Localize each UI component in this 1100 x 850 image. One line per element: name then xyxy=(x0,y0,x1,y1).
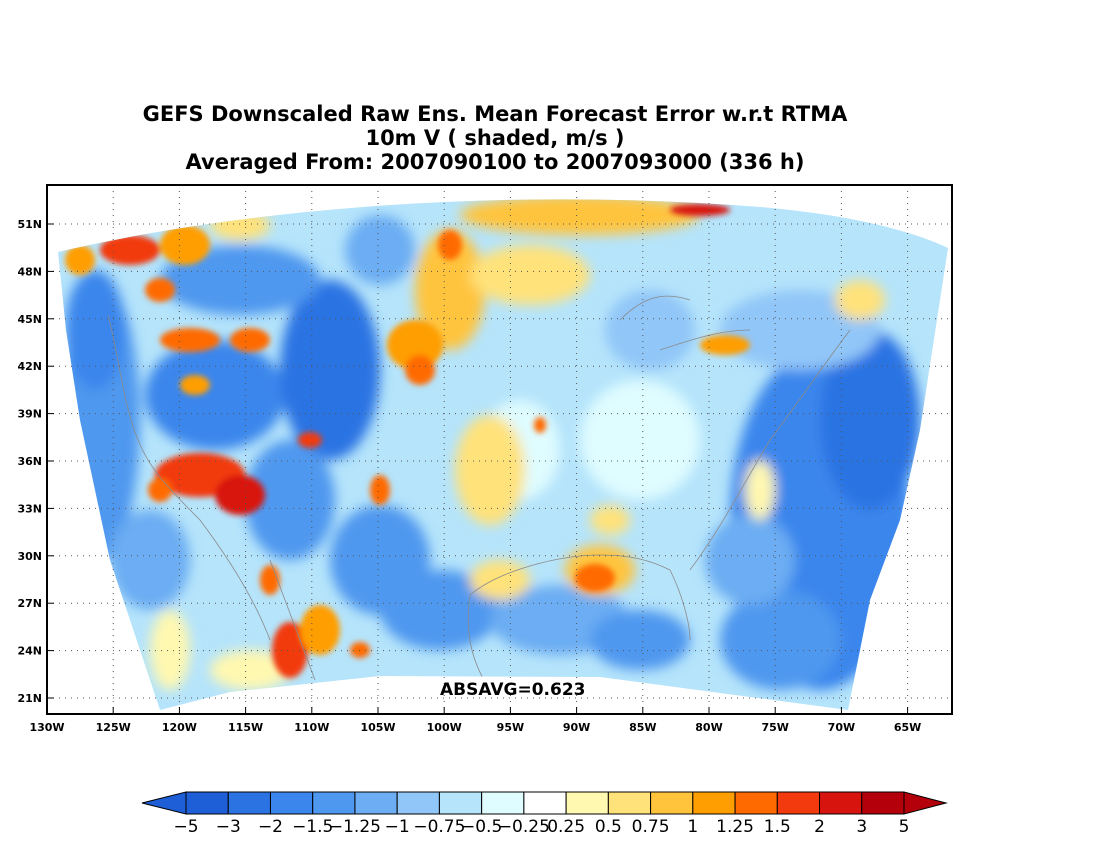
lon-label: 75W xyxy=(761,721,788,734)
colorbar xyxy=(141,791,948,815)
lon-label: 125W xyxy=(96,721,131,734)
lon-label: 95W xyxy=(497,721,524,734)
colorbar-swatch xyxy=(565,791,609,815)
colorbar-extend-low xyxy=(141,791,187,815)
colorbar-swatch xyxy=(523,791,567,815)
lat-label: 30N xyxy=(17,550,42,563)
lon-label: 105W xyxy=(360,721,395,734)
colorbar-swatch xyxy=(481,791,525,815)
lat-label: 45N xyxy=(17,313,42,326)
chart-subtitle-period: Averaged From: 2007090100 to 2007093000 … xyxy=(185,150,805,174)
lon-label: 80W xyxy=(695,721,722,734)
latitude-labels: 51N 48N 45N 42N 39N 36N 33N 30N 27N 24N 21N xyxy=(17,218,42,705)
lon-label: 65W xyxy=(894,721,921,734)
lon-label: 90W xyxy=(563,721,590,734)
colorbar-tick-label: −0.25 xyxy=(498,817,550,837)
lat-label: 36N xyxy=(17,455,42,468)
colorbar-tick-label: 0.75 xyxy=(632,817,670,837)
chart-title-block: GEFS Downscaled Raw Ens. Mean Forecast E… xyxy=(0,102,990,174)
lon-label: 115W xyxy=(228,721,263,734)
colorbar-tick-label: −3 xyxy=(216,817,241,837)
chart-title: GEFS Downscaled Raw Ens. Mean Forecast E… xyxy=(142,102,848,126)
absavg-annotation: ABSAVG=0.623 xyxy=(440,680,586,700)
colorbar-tick-label: 1.5 xyxy=(764,817,791,837)
colorbar-tick-label: −2 xyxy=(258,817,283,837)
colorbar-swatch xyxy=(861,791,905,815)
colorbar-tick-label: 0.5 xyxy=(595,817,622,837)
colorbar-tick-label: 2 xyxy=(814,817,825,837)
colorbar-swatch xyxy=(607,791,652,815)
lat-label: 33N xyxy=(17,502,42,515)
lon-label: 85W xyxy=(629,721,656,734)
lon-label: 100W xyxy=(427,721,462,734)
colorbar-swatch xyxy=(269,791,314,815)
chart-subtitle-variable: 10m V ( shaded, m/s ) xyxy=(365,126,625,150)
shaded-field xyxy=(58,199,948,710)
colorbar-swatch xyxy=(776,791,821,815)
colorbar-tick-label: −1.5 xyxy=(292,817,333,837)
lon-label: 130W xyxy=(29,721,64,734)
colorbar-tick-label: −1 xyxy=(385,817,410,837)
colorbar-swatch xyxy=(227,791,271,815)
longitude-labels: 130W 125W 120W 115W 110W 105W 100W 95W 90W 85W 80W… xyxy=(29,721,921,734)
lon-label: 110W xyxy=(294,721,329,734)
lat-label: 48N xyxy=(17,265,42,278)
colorbar-swatch xyxy=(396,791,440,815)
colorbar-swatch xyxy=(650,791,694,815)
lat-label: 27N xyxy=(17,597,42,610)
colorbar-swatch xyxy=(185,791,229,815)
lat-label: 21N xyxy=(17,692,42,705)
map-frame xyxy=(46,184,953,715)
lat-label: 39N xyxy=(17,408,42,421)
colorbar-swatch xyxy=(819,791,863,815)
lon-label: 70W xyxy=(828,721,855,734)
colorbar-extend-high xyxy=(903,791,948,815)
colorbar-tick-label: −5 xyxy=(173,817,198,837)
grid-lines xyxy=(46,185,952,714)
colorbar-swatch xyxy=(354,791,398,815)
colorbar-tick-label: −0.5 xyxy=(461,817,502,837)
colorbar-swatch xyxy=(438,791,483,815)
colorbar-tick-label: 3 xyxy=(856,817,867,837)
lon-label: 120W xyxy=(162,721,197,734)
colorbar-tick-label: −1.25 xyxy=(329,817,381,837)
colorbar-swatch xyxy=(312,791,356,815)
lat-label: 42N xyxy=(17,360,42,373)
colorbar-tick-label: 1 xyxy=(687,817,698,837)
colorbar-swatch xyxy=(692,791,736,815)
lat-label: 24N xyxy=(17,645,42,658)
colorbar-tick-label: 5 xyxy=(899,817,910,837)
colorbar-tick-label: 1.25 xyxy=(716,817,754,837)
lat-label: 51N xyxy=(17,218,42,231)
colorbar-swatch xyxy=(734,791,778,815)
colorbar-tick-label: −0.75 xyxy=(413,817,465,837)
colorbar-tick-label: 0.25 xyxy=(547,817,585,837)
colorbar-labels: −5 −3 −2 −1.5−1.25 −1 −0.75−0.5−0.250.25 0.5 0.… xyxy=(173,817,909,837)
